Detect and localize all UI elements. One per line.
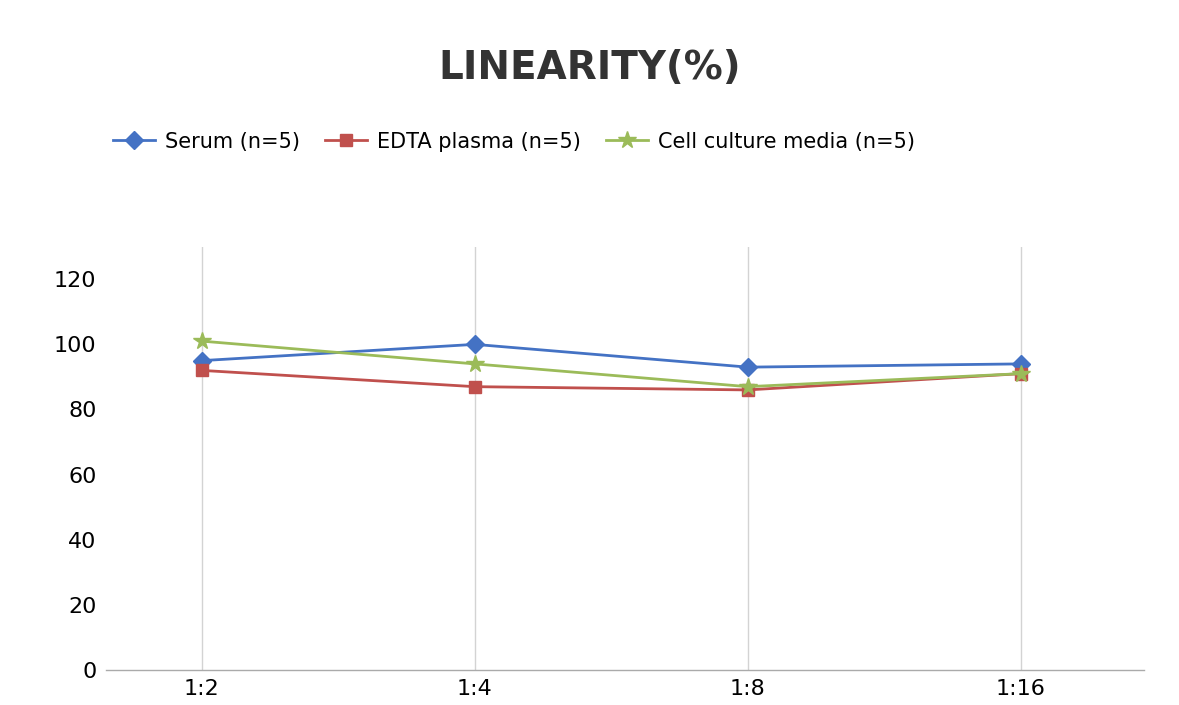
- EDTA plasma (n=5): [740, 386, 755, 394]
- Line: EDTA plasma (n=5): EDTA plasma (n=5): [196, 364, 1027, 396]
- Serum (n=5): [195, 357, 209, 365]
- Cell culture media (n=5): [468, 360, 482, 368]
- Legend: Serum (n=5), EDTA plasma (n=5), Cell culture media (n=5): Serum (n=5), EDTA plasma (n=5), Cell cul…: [105, 123, 923, 160]
- Line: Serum (n=5): Serum (n=5): [196, 338, 1027, 374]
- Cell culture media (n=5): [740, 382, 755, 391]
- EDTA plasma (n=5): [195, 366, 209, 374]
- EDTA plasma (n=5): [1014, 369, 1028, 378]
- Cell culture media (n=5): [195, 337, 209, 345]
- Line: Cell culture media (n=5): Cell culture media (n=5): [192, 332, 1029, 396]
- Cell culture media (n=5): [1014, 369, 1028, 378]
- Serum (n=5): [740, 363, 755, 372]
- Serum (n=5): [1014, 360, 1028, 368]
- EDTA plasma (n=5): [468, 382, 482, 391]
- Serum (n=5): [468, 340, 482, 348]
- Text: LINEARITY(%): LINEARITY(%): [439, 49, 740, 87]
